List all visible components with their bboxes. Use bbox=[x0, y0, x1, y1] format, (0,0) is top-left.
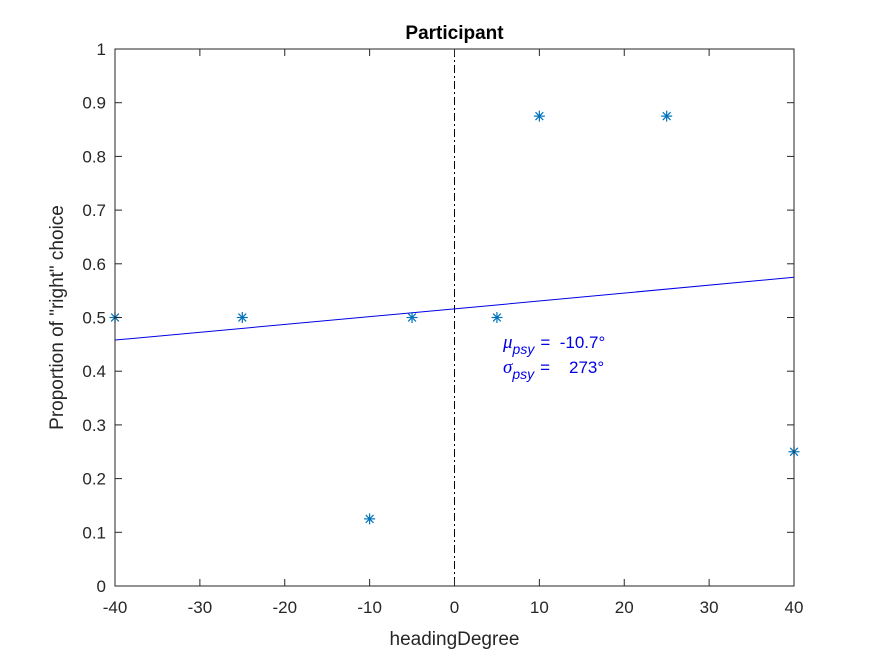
chart-title: Participant bbox=[405, 23, 504, 44]
data-point bbox=[236, 312, 248, 323]
x-axis-ticks: -40 -30 -20 -10 0 10 20 30 40 bbox=[103, 49, 804, 617]
x-tick-label: -20 bbox=[272, 598, 297, 617]
data-point bbox=[533, 110, 545, 122]
data-point bbox=[364, 513, 376, 525]
y-axis-ticks: 0 0.1 0.2 0.3 0.4 0.5 0.6 0.7 0.8 0.9 1 bbox=[82, 40, 794, 596]
x-tick-label: 30 bbox=[700, 598, 719, 617]
data-point bbox=[406, 312, 418, 323]
fit-line-layer bbox=[114, 276, 795, 341]
x-tick-label: -10 bbox=[357, 598, 382, 617]
y-tick-label: 0.8 bbox=[82, 147, 106, 166]
y-tick-label: 0.6 bbox=[82, 255, 106, 274]
annotation-block: μpsy = -10.7° σpsy = 273° bbox=[502, 332, 605, 382]
y-tick-label: 0.2 bbox=[82, 470, 106, 489]
mu-symbol: μ bbox=[502, 332, 513, 353]
x-tick-label: 10 bbox=[530, 598, 549, 617]
x-tick-label: -40 bbox=[103, 598, 128, 617]
annotation-sigma: σpsy = 273° bbox=[503, 357, 604, 382]
fit-line bbox=[114, 276, 795, 341]
sigma-value: = 273° bbox=[540, 358, 604, 377]
sigma-subscript: psy bbox=[511, 366, 535, 382]
sigma-symbol: σ bbox=[503, 357, 513, 378]
y-tick-label: 0.3 bbox=[82, 416, 106, 435]
x-tick-label: 0 bbox=[450, 598, 459, 617]
mu-subscript: psy bbox=[512, 341, 536, 357]
x-tick-label: 20 bbox=[615, 598, 634, 617]
y-tick-label: 0 bbox=[97, 577, 106, 596]
y-tick-label: 0.5 bbox=[82, 309, 106, 328]
data-point bbox=[661, 110, 673, 122]
x-axis-label: headingDegree bbox=[390, 629, 520, 650]
y-tick-label: 0.1 bbox=[82, 523, 106, 542]
y-tick-label: 0.9 bbox=[82, 94, 106, 113]
mu-value: = -10.7° bbox=[540, 333, 605, 352]
annotation-mu: μpsy = -10.7° bbox=[502, 332, 605, 357]
y-axis-label: Proportion of "right" choice bbox=[47, 205, 68, 430]
x-tick-label: -30 bbox=[188, 598, 213, 617]
y-tick-label: 1 bbox=[97, 40, 106, 59]
x-tick-label: 40 bbox=[785, 598, 804, 617]
y-tick-label: 0.4 bbox=[82, 362, 106, 381]
y-tick-label: 0.7 bbox=[82, 201, 106, 220]
data-point bbox=[491, 312, 503, 323]
